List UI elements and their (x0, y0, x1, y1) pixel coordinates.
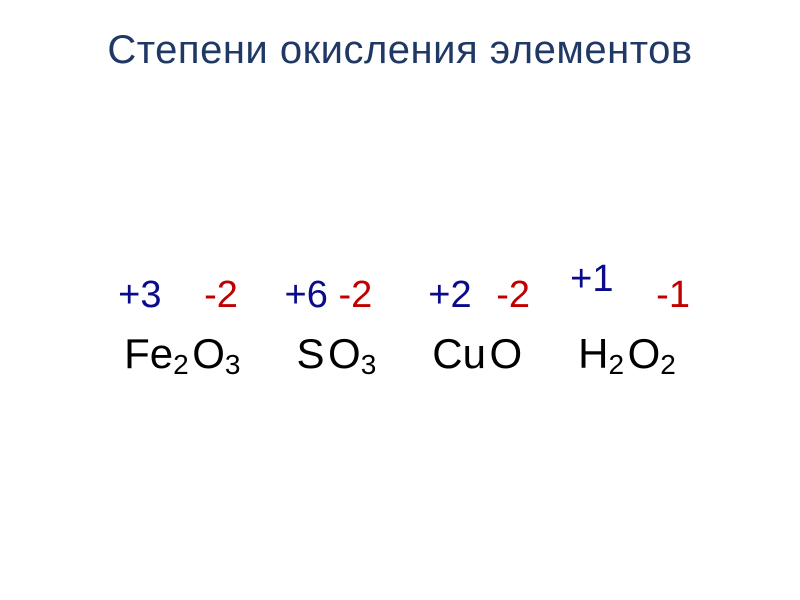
element-symbol: O (628, 330, 661, 377)
chemical-formula: H2 O2 (578, 330, 676, 377)
oxidation-label: +2 (428, 274, 471, 317)
element-symbol: O (490, 330, 523, 377)
chemical-formula: Fe2 O3 (124, 330, 240, 377)
oxidation-label: +1 (570, 258, 613, 301)
element-symbol: O (192, 330, 225, 377)
page-title: Степени окисления элементов (0, 28, 800, 73)
oxidation-label: -2 (204, 274, 238, 317)
compounds-row: +3 -2 Fe2 O3 +6 -2 S O3 +2 -2 Cu O +1 -1… (0, 330, 800, 378)
element-symbol: Fe (124, 330, 173, 377)
element-symbol: S (297, 330, 325, 377)
element-symbol: H (578, 330, 608, 377)
subscript: 2 (173, 349, 189, 380)
subscript: 2 (609, 349, 625, 380)
compound-fe2o3: +3 -2 Fe2 O3 (124, 330, 240, 378)
compound-h2o2: +1 -1 H2 O2 (578, 330, 676, 378)
compound-cuo: +2 -2 Cu O (432, 330, 522, 378)
element-symbol: O (328, 330, 361, 377)
oxidation-label: -2 (496, 274, 530, 317)
compound-so3: +6 -2 S O3 (297, 330, 377, 378)
oxidation-label: -2 (339, 274, 373, 317)
chemical-formula: S O3 (297, 330, 377, 377)
chemical-formula: Cu O (432, 330, 522, 377)
subscript: 3 (361, 349, 377, 380)
subscript: 3 (225, 349, 241, 380)
oxidation-label: -1 (656, 274, 690, 317)
subscript: 2 (660, 349, 676, 380)
element-symbol: Cu (432, 330, 486, 377)
oxidation-label: +6 (285, 274, 328, 317)
oxidation-label: +3 (118, 274, 161, 317)
